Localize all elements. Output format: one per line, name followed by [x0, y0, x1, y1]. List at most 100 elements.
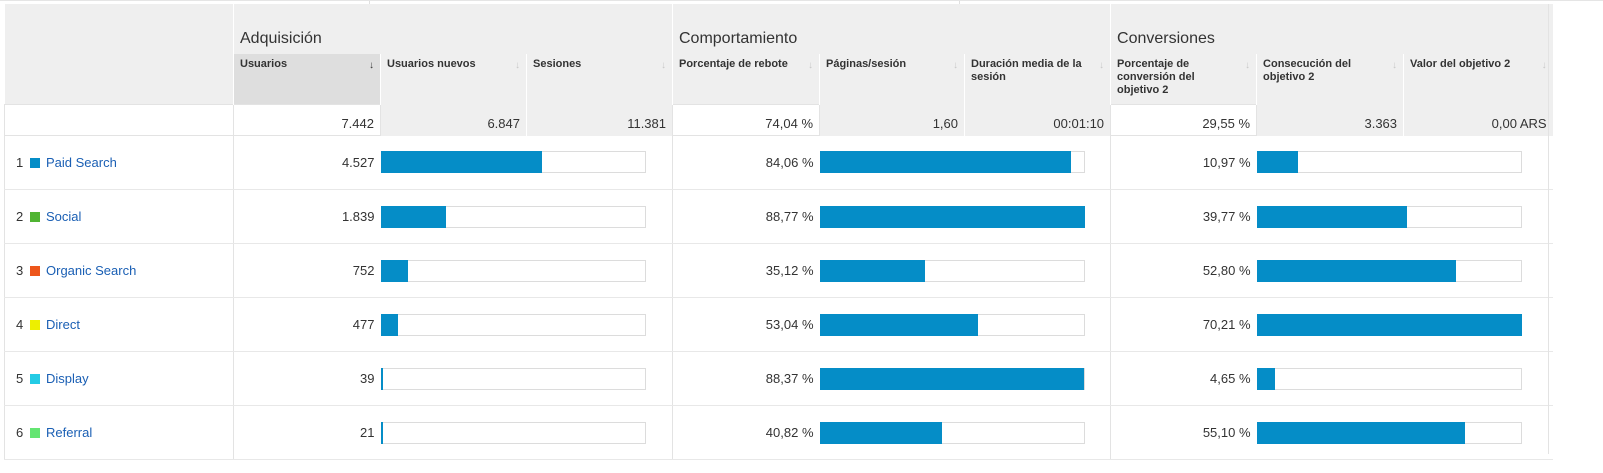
- conversion-bar-track: [1256, 421, 1522, 444]
- usuarios-bar-track: [380, 259, 646, 282]
- group-empty-cell: [4, 4, 234, 54]
- metric-header-conversion[interactable]: Porcentaje de conversión del objetivo 2 ↓: [1110, 54, 1257, 105]
- metric-header-rebote[interactable]: Porcentaje de rebote ↓: [672, 54, 820, 105]
- row-index: 2: [16, 209, 24, 224]
- conversion-bar: [1256, 313, 1522, 336]
- channel-color-swatch: [30, 320, 40, 330]
- sort-arrow-icon[interactable]: ↓: [808, 60, 813, 71]
- metric-header-label: Porcentaje de rebote: [679, 58, 788, 70]
- metric-header-label: Usuarios: [240, 58, 288, 70]
- conversion-value: 70,21 %: [1110, 297, 1257, 352]
- sort-arrow-icon[interactable]: ↓: [1245, 60, 1251, 71]
- usuarios-bar-track: [380, 205, 646, 228]
- conversion-bar-cell: [1256, 351, 1553, 406]
- rebote-bar-track: [819, 151, 1085, 174]
- rebote-value: 35,12 %: [672, 243, 820, 298]
- rebote-bar-cell: [819, 297, 1111, 352]
- metric-header-label: Duración media de la sesión: [971, 58, 1082, 83]
- channel-link[interactable]: Organic Search: [46, 263, 137, 278]
- usuarios-bar: [380, 367, 383, 390]
- table-row: 4 Direct 477 53,04 % 70,21 %: [4, 297, 1553, 352]
- conversion-bar-track: [1256, 205, 1522, 228]
- table-row: 2 Social 1.839 88,77 % 39,77 %: [4, 189, 1553, 244]
- metric-header-paginas[interactable]: Páginas/sesión ↓: [819, 54, 965, 105]
- usuarios-bar: [380, 313, 398, 336]
- metric-header-duracion[interactable]: Duración media de la sesión ↓: [963, 54, 1111, 105]
- usuarios-value: 39: [233, 351, 381, 406]
- rebote-value: 40,82 %: [672, 405, 820, 460]
- total-usuarios-nuevos: 6.847: [380, 104, 527, 136]
- row-index: 6: [16, 425, 24, 440]
- usuarios-bar-cell: [380, 135, 673, 190]
- metric-header-label: Sesiones: [533, 58, 582, 70]
- rebote-bar: [819, 367, 1084, 390]
- data-rows: 1 Paid Search 4.527 84,06 % 10,97 % 2 Social 1.…: [4, 135, 1553, 460]
- rebote-bar: [819, 259, 925, 282]
- dimension-cell: 5 Display: [4, 351, 234, 406]
- rebote-bar-cell: [819, 243, 1111, 298]
- table-right-border: [1548, 4, 1549, 454]
- rebote-value: 88,77 %: [672, 189, 820, 244]
- usuarios-value: 4.527: [233, 135, 381, 190]
- conversion-bar-track: [1256, 151, 1522, 174]
- usuarios-value: 1.839: [233, 189, 381, 244]
- channel-link[interactable]: Paid Search: [46, 155, 117, 170]
- metric-header-label: Consecución del objetivo 2: [1263, 58, 1352, 83]
- total-duracion: 00:01:10: [963, 104, 1111, 136]
- usuarios-value: 21: [233, 405, 381, 460]
- conversion-value: 52,80 %: [1110, 243, 1257, 298]
- channel-color-swatch: [30, 158, 40, 168]
- usuarios-bar-track: [380, 421, 646, 444]
- conversion-bar-track: [1256, 367, 1522, 390]
- metric-header-label: Porcentaje de conversión del objetivo 2: [1117, 58, 1195, 96]
- group-comportamiento: Comportamiento: [671, 4, 1111, 54]
- sort-arrow-icon[interactable]: ↓: [953, 60, 958, 71]
- metric-header-label: Páginas/sesión: [826, 58, 907, 70]
- sort-arrow-icon[interactable]: ↓: [1541, 60, 1547, 71]
- conversion-bar-cell: [1256, 297, 1553, 352]
- usuarios-bar: [380, 259, 408, 282]
- rebote-bar: [819, 205, 1085, 228]
- channel-color-swatch: [30, 212, 40, 222]
- table-row: 6 Referral 21 40,82 % 55,10 %: [4, 405, 1553, 460]
- sort-arrow-icon[interactable]: ↓: [661, 60, 666, 71]
- metric-header-valor[interactable]: Valor del objetivo 2 ↓: [1403, 54, 1553, 105]
- sort-arrow-icon[interactable]: ↓: [369, 60, 374, 71]
- sort-arrow-icon[interactable]: ↓: [1392, 60, 1398, 71]
- usuarios-bar: [380, 151, 542, 174]
- metric-header-label: Usuarios nuevos: [387, 58, 476, 70]
- conversion-value: 10,97 %: [1110, 135, 1257, 190]
- rebote-bar: [819, 421, 942, 444]
- usuarios-bar-cell: [380, 297, 673, 352]
- conversion-bar: [1256, 151, 1298, 174]
- channel-color-swatch: [30, 374, 40, 384]
- metric-header-usuarios-nuevos[interactable]: Usuarios nuevos ↓: [380, 54, 527, 105]
- conversion-value: 55,10 %: [1110, 405, 1257, 460]
- rebote-value: 53,04 %: [672, 297, 820, 352]
- metric-header-consecucion[interactable]: Consecución del objetivo 2 ↓: [1256, 54, 1404, 105]
- rebote-bar-track: [819, 313, 1085, 336]
- rebote-bar-track: [819, 259, 1085, 282]
- metric-header-usuarios[interactable]: Usuarios ↓: [233, 54, 381, 105]
- top-divider-tick: [959, 1, 960, 5]
- channel-link[interactable]: Referral: [46, 425, 93, 440]
- row-index: 3: [16, 263, 24, 278]
- rebote-bar-cell: [819, 405, 1111, 460]
- channel-link[interactable]: Display: [46, 371, 89, 386]
- row-index: 4: [16, 317, 24, 332]
- metric-header-sesiones[interactable]: Sesiones ↓: [526, 54, 673, 105]
- conversion-bar: [1256, 259, 1456, 282]
- dimension-header-cell: [4, 54, 234, 105]
- dimension-cell: 1 Paid Search: [4, 135, 234, 190]
- table-row: 5 Display 39 88,37 % 4,65 %: [4, 351, 1553, 406]
- total-valor: 0,00 ARS: [1403, 104, 1553, 136]
- channel-link[interactable]: Social: [46, 209, 82, 224]
- channel-link[interactable]: Direct: [46, 317, 80, 332]
- sort-arrow-icon[interactable]: ↓: [515, 60, 520, 71]
- dimension-cell: 2 Social: [4, 189, 234, 244]
- sort-arrow-icon[interactable]: ↓: [1099, 60, 1105, 71]
- row-index: 5: [16, 371, 24, 386]
- usuarios-bar: [380, 421, 383, 444]
- channel-color-swatch: [30, 266, 40, 276]
